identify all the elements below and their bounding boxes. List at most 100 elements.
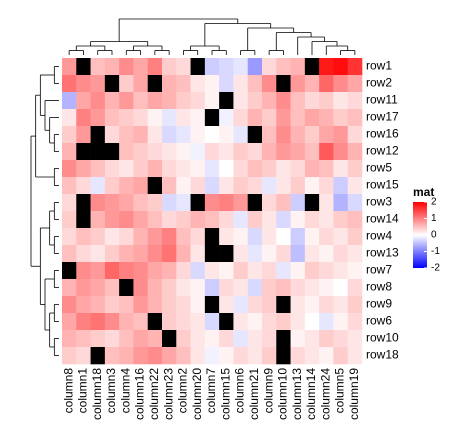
cell: [276, 313, 291, 331]
cell: [62, 160, 77, 178]
cell: [204, 75, 220, 93]
row-label: row13: [366, 246, 399, 260]
na-cell: [219, 245, 234, 263]
cell: [204, 92, 220, 110]
cell: [62, 347, 77, 365]
cell: [204, 313, 220, 331]
cell: [347, 313, 363, 331]
cell: [104, 313, 120, 331]
cell: [333, 262, 349, 280]
cell: [190, 245, 206, 263]
cell: [76, 92, 91, 110]
row-label: row4: [366, 229, 392, 243]
cell: [162, 75, 177, 93]
cell: [133, 92, 149, 110]
cell: [290, 109, 306, 127]
cell: [104, 245, 120, 263]
cell: [190, 75, 206, 93]
cell: [90, 228, 106, 246]
cell: [147, 211, 163, 229]
cell: [262, 347, 277, 365]
cell: [190, 177, 206, 195]
na-cell: [276, 75, 291, 93]
column-label: column23: [161, 368, 175, 420]
cell: [247, 262, 263, 280]
cell: [62, 228, 77, 246]
cell: [147, 160, 163, 178]
cell: [233, 245, 249, 263]
na-cell: [276, 347, 291, 365]
cell: [290, 143, 306, 161]
cell: [233, 92, 249, 110]
cell: [204, 177, 220, 195]
cell: [176, 92, 191, 110]
cell: [233, 194, 249, 212]
cell: [119, 194, 134, 212]
cell: [76, 245, 91, 263]
cell: [162, 347, 177, 365]
cell: [247, 245, 263, 263]
cell: [233, 228, 249, 246]
cell: [90, 194, 106, 212]
cell: [147, 228, 163, 246]
cell: [304, 330, 320, 348]
cell: [262, 177, 277, 195]
cell: [319, 194, 334, 212]
cell: [104, 194, 120, 212]
cell: [190, 160, 206, 178]
cell: [90, 160, 106, 178]
cell: [119, 126, 134, 144]
cell: [247, 143, 263, 161]
cell: [190, 262, 206, 280]
cell: [347, 75, 363, 93]
cell: [319, 330, 334, 348]
cell: [233, 126, 249, 144]
column-label: column24: [318, 368, 332, 420]
cell: [162, 58, 177, 76]
cell: [119, 177, 134, 195]
cell: [276, 109, 291, 127]
cell: [162, 92, 177, 110]
cell: [176, 143, 191, 161]
cell: [219, 330, 234, 348]
cell: [133, 330, 149, 348]
cell: [219, 160, 234, 178]
cell: [176, 177, 191, 195]
cell: [304, 228, 320, 246]
cell: [290, 211, 306, 229]
cell: [147, 347, 163, 365]
cell: [319, 126, 334, 144]
cell: [247, 296, 263, 314]
cell: [204, 194, 220, 212]
cell: [276, 228, 291, 246]
cell: [119, 160, 134, 178]
column-label: column14: [304, 368, 318, 420]
cell: [62, 109, 77, 127]
cell: [62, 92, 77, 110]
cell: [104, 262, 120, 280]
cell: [62, 211, 77, 229]
column-label: column2: [176, 368, 190, 414]
cell: [62, 177, 77, 195]
column-label: column4: [118, 368, 132, 414]
cell: [133, 228, 149, 246]
cell: [262, 245, 277, 263]
cell: [204, 330, 220, 348]
cell: [104, 177, 120, 195]
cell: [104, 126, 120, 144]
cell: [204, 211, 220, 229]
na-cell: [90, 143, 106, 161]
cell: [176, 126, 191, 144]
cell: [347, 194, 363, 212]
cell: [76, 228, 91, 246]
cell: [162, 296, 177, 314]
row-label: row14: [366, 212, 399, 226]
cell: [262, 75, 277, 93]
cell: [219, 228, 234, 246]
column-label: column6: [233, 368, 247, 414]
colorbar-tick-label: 2: [431, 197, 437, 208]
na-cell: [147, 313, 163, 331]
cell: [204, 262, 220, 280]
na-cell: [204, 245, 220, 263]
na-cell: [204, 109, 220, 127]
